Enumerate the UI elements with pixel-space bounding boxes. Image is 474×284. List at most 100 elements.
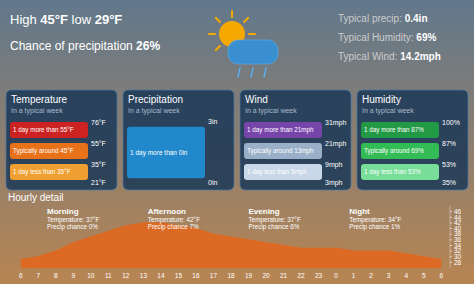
header-text: 69%	[416, 32, 436, 43]
hourly-chart: Hourly detail283032343638404244466789101…	[8, 192, 462, 279]
chart-title: Hourly detail	[8, 192, 64, 203]
header-line: Typical Wind: 14.2mph	[338, 51, 441, 62]
header-text: Typical Humidity:	[338, 32, 416, 43]
x-tick-label: 19	[245, 272, 253, 279]
x-tick-label: 21	[280, 272, 288, 279]
card-background	[6, 90, 117, 190]
header-text: 45°F	[40, 12, 68, 27]
card-subtitle: In a typical week	[362, 107, 414, 115]
x-tick-label: 6	[439, 272, 443, 279]
header-text: 14.2mph	[400, 51, 441, 62]
y-tick	[450, 245, 452, 246]
period-annotation: Precip chance 6%	[249, 223, 300, 231]
card-background	[357, 90, 468, 190]
header-text: low	[68, 12, 95, 27]
x-tick-label: 0	[334, 272, 338, 279]
card: HumidityIn a typical week1 day more than…	[357, 90, 468, 190]
x-tick-label: 14	[157, 272, 165, 279]
card-bar	[361, 143, 439, 159]
card-range-label: 3in	[208, 118, 217, 125]
card-range-label: 55°F	[91, 140, 106, 147]
y-tick	[450, 256, 452, 257]
x-tick-label: 17	[210, 272, 218, 279]
header-text: Typical Wind:	[338, 51, 400, 62]
card-title: Temperature	[11, 94, 68, 105]
card-bar-label: 1 day more than 55°F	[13, 126, 74, 134]
y-tick	[450, 217, 452, 218]
card-bar	[244, 122, 322, 138]
card: PrecipitationIn a typical week1 day more…	[123, 90, 234, 190]
card-bar	[10, 164, 88, 180]
header-text: Chance of precipitation	[10, 39, 136, 53]
sun-ray	[209, 33, 215, 35]
header-line: Typical Humidity: 69%	[338, 32, 436, 43]
x-tick-label: 23	[315, 272, 323, 279]
sun-ray	[216, 18, 220, 22]
card-bar-label: 1 day more than 21mph	[247, 126, 314, 134]
period-annotation: Precip chance 1%	[349, 223, 400, 231]
plot-marks	[21, 223, 441, 268]
x-tick-label: 10	[87, 272, 95, 279]
page: {"chart_data": [ {"type": "text", "annot…	[0, 0, 474, 284]
card-range-label: 9mph	[325, 161, 343, 169]
x-tick-label: 9	[72, 272, 76, 279]
temperature-area	[21, 223, 441, 268]
sun-ray	[249, 33, 255, 35]
y-tick	[450, 262, 452, 263]
x-tick-label: 7	[36, 272, 40, 279]
header: High 45°F low 29°F Chance of precipitatio…	[10, 11, 441, 77]
period-annotation: Morning	[47, 207, 79, 216]
rain-drop	[264, 68, 266, 77]
card-bar	[361, 122, 439, 138]
card-range-label: 35°F	[91, 161, 106, 168]
rain-drop	[251, 68, 253, 77]
card-bar-label: Typically around 13mph	[247, 147, 314, 155]
card-range-label: 0in	[208, 179, 217, 186]
card-subtitle: In a typical week	[11, 107, 63, 115]
x-tick-label: 3	[387, 272, 391, 279]
card-range-label: 76°F	[91, 119, 106, 126]
sun-ray	[231, 11, 233, 17]
x-tick-label: 22	[297, 272, 305, 279]
y-tick	[450, 211, 452, 212]
card-bar-label: 1 day more than 0in	[130, 149, 188, 157]
card-bar	[127, 127, 205, 179]
card-range-label: 3mph	[325, 179, 343, 187]
header-text: Typical precip:	[338, 13, 405, 24]
card-subtitle: In a typical week	[128, 107, 180, 115]
x-tick-label: 18	[227, 272, 235, 279]
card-bar	[244, 143, 322, 159]
x-tick-label: 6	[19, 272, 23, 279]
card-range-label: 21mph	[325, 140, 347, 148]
period-annotation: Afternoon	[148, 207, 186, 216]
temperature-line	[21, 223, 441, 260]
x-tick-label: 20	[262, 272, 270, 279]
card-range-label: 53%	[442, 161, 456, 168]
card-bar	[244, 164, 322, 180]
weather-icon	[209, 11, 278, 77]
period-annotation: Precip chance 7%	[148, 223, 199, 231]
x-tick-label: 16	[192, 272, 200, 279]
card-bar-label: Typically around 45°F	[13, 147, 74, 155]
header-text: 0.4in	[405, 13, 428, 24]
period-annotation: Precip chance 0%	[47, 223, 98, 231]
chart-root: High 45°F low 29°F Chance of precipitatio…	[0, 0, 474, 284]
card-title: Wind	[245, 94, 268, 105]
card-range-label: 31mph	[325, 119, 347, 127]
header-line: High 45°F low 29°F	[10, 12, 122, 27]
x-tick-label: 12	[122, 272, 130, 279]
card-range-label: 21°F	[91, 179, 106, 186]
header-line: Chance of precipitation 26%	[10, 39, 160, 53]
x-tick-label: 5	[422, 272, 426, 279]
card-bar-label: 1 day less than 53%	[364, 168, 421, 176]
x-tick-label: 13	[140, 272, 148, 279]
card-bar-label: 1 day less than 5mph	[247, 168, 307, 176]
y-tick	[450, 234, 452, 235]
card-title: Humidity	[362, 94, 401, 105]
card-bar-label: Typically around 69%	[364, 147, 424, 155]
y-tick	[450, 251, 452, 252]
card-background	[123, 90, 234, 190]
y-tick	[450, 222, 452, 223]
rain-drop	[238, 68, 240, 77]
x-tick-label: 15	[175, 272, 183, 279]
